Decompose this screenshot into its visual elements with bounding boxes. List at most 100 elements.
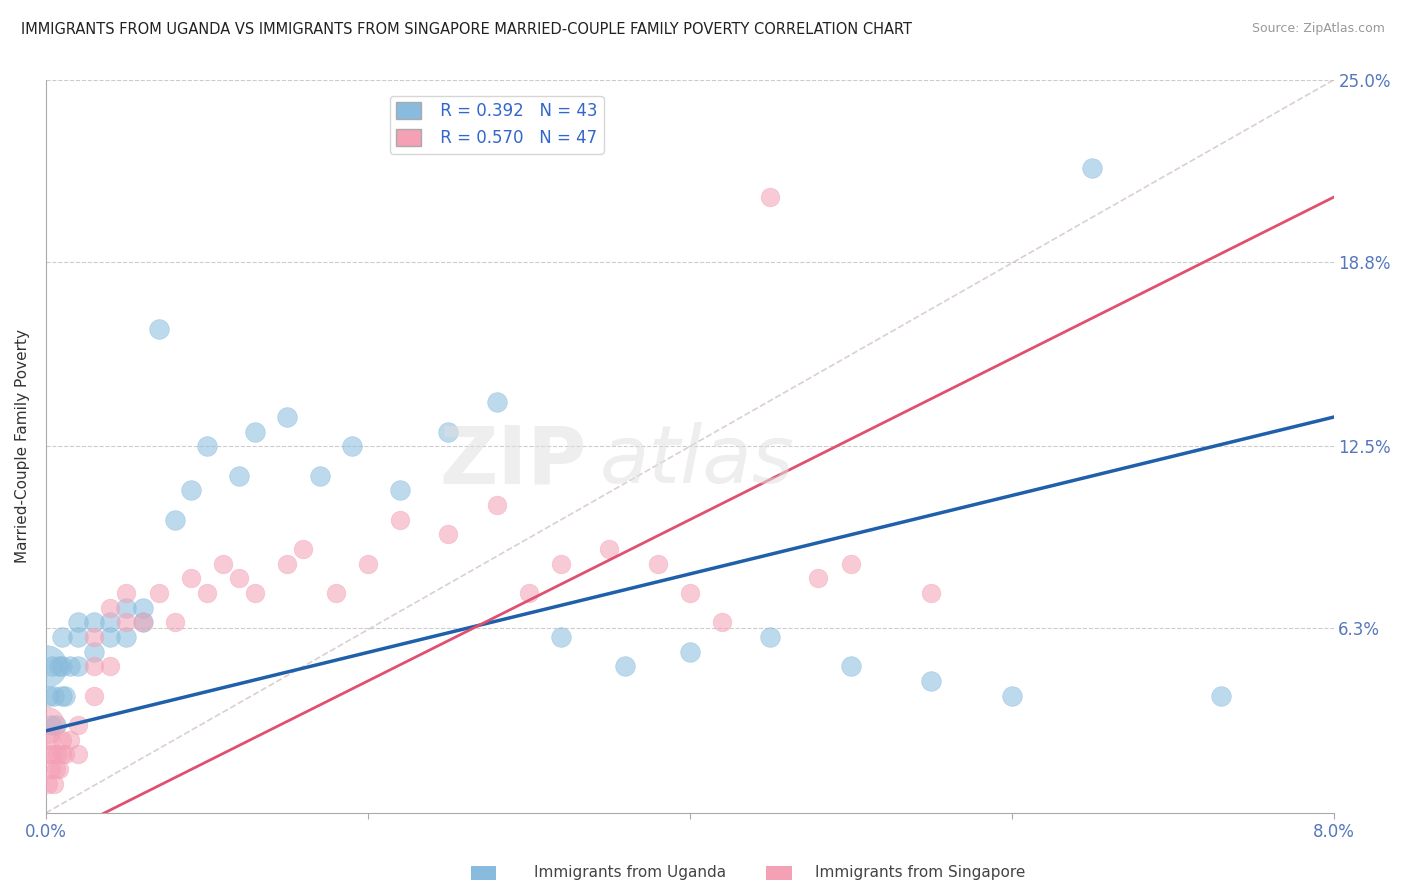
- Point: [41, 659, 63, 673]
- Point: [38, 689, 60, 703]
- Point: [42, 776, 65, 790]
- Point: [115, 600, 138, 615]
- Point: [1001, 689, 1024, 703]
- Point: [38, 747, 60, 762]
- Point: [308, 468, 330, 483]
- Point: [83, 615, 105, 630]
- Text: atlas: atlas: [599, 422, 794, 500]
- Point: [67, 615, 90, 630]
- Point: [839, 557, 862, 571]
- Point: [340, 439, 363, 453]
- Point: [45, 762, 67, 776]
- Point: [148, 322, 170, 336]
- Point: [437, 425, 460, 439]
- Y-axis label: Married-Couple Family Poverty: Married-Couple Family Poverty: [15, 329, 30, 564]
- Point: [59, 659, 82, 673]
- Text: IMMIGRANTS FROM UGANDA VS IMMIGRANTS FROM SINGAPORE MARRIED-COUPLE FAMILY POVERT: IMMIGRANTS FROM UGANDA VS IMMIGRANTS FRO…: [21, 22, 912, 37]
- Point: [485, 395, 508, 409]
- Point: [276, 557, 298, 571]
- Point: [180, 483, 202, 498]
- Point: [550, 557, 572, 571]
- Point: [212, 557, 235, 571]
- Point: [710, 615, 733, 630]
- Point: [148, 586, 170, 600]
- Point: [807, 571, 830, 585]
- Point: [180, 571, 202, 585]
- Legend:  R = 0.392   N = 43,  R = 0.570   N = 47: R = 0.392 N = 43, R = 0.570 N = 47: [389, 95, 603, 153]
- Point: [598, 542, 620, 557]
- Point: [759, 630, 782, 644]
- Point: [48, 762, 70, 776]
- Point: [679, 645, 702, 659]
- Point: [163, 615, 186, 630]
- Point: [98, 659, 121, 673]
- Point: [115, 630, 138, 644]
- Point: [42, 689, 65, 703]
- Point: [389, 483, 412, 498]
- Point: [131, 615, 153, 630]
- Point: [51, 630, 73, 644]
- Point: [325, 586, 347, 600]
- Point: [647, 557, 669, 571]
- Point: [245, 425, 267, 439]
- Point: [195, 586, 218, 600]
- Point: [357, 557, 380, 571]
- Point: [83, 630, 105, 644]
- Point: [53, 689, 76, 703]
- Text: Immigrants from Singapore: Immigrants from Singapore: [815, 865, 1026, 880]
- Point: [51, 747, 73, 762]
- Point: [67, 718, 90, 732]
- Point: [517, 586, 540, 600]
- Point: [98, 615, 121, 630]
- Text: Immigrants from Uganda: Immigrants from Uganda: [534, 865, 727, 880]
- Point: [59, 732, 82, 747]
- Point: [131, 615, 153, 630]
- Point: [131, 600, 153, 615]
- Point: [759, 190, 782, 204]
- Point: [550, 630, 572, 644]
- Point: [98, 630, 121, 644]
- Point: [83, 659, 105, 673]
- Point: [614, 659, 637, 673]
- Point: [1209, 689, 1232, 703]
- Point: [163, 513, 186, 527]
- Point: [115, 586, 138, 600]
- Point: [228, 571, 250, 585]
- Point: [839, 659, 862, 673]
- Point: [115, 615, 138, 630]
- Point: [67, 659, 90, 673]
- Point: [98, 600, 121, 615]
- Point: [1081, 161, 1104, 175]
- Point: [485, 498, 508, 512]
- Point: [920, 586, 942, 600]
- Point: [53, 747, 76, 762]
- Point: [276, 410, 298, 425]
- Point: [46, 747, 69, 762]
- Point: [51, 732, 73, 747]
- Point: [37, 776, 59, 790]
- Point: [51, 659, 73, 673]
- Point: [48, 659, 70, 673]
- Point: [51, 689, 73, 703]
- Point: [41, 747, 63, 762]
- Point: [67, 630, 90, 644]
- Point: [389, 513, 412, 527]
- Text: Source: ZipAtlas.com: Source: ZipAtlas.com: [1251, 22, 1385, 36]
- Point: [83, 645, 105, 659]
- Point: [67, 747, 90, 762]
- Point: [35, 659, 58, 673]
- Text: ZIP: ZIP: [440, 422, 586, 500]
- Point: [679, 586, 702, 600]
- Point: [35, 718, 58, 732]
- Point: [45, 718, 67, 732]
- Point: [228, 468, 250, 483]
- Point: [39, 718, 62, 732]
- Point: [39, 762, 62, 776]
- Point: [39, 732, 62, 747]
- Point: [245, 586, 267, 600]
- Point: [437, 527, 460, 541]
- Point: [292, 542, 315, 557]
- Point: [920, 673, 942, 688]
- Point: [195, 439, 218, 453]
- Point: [83, 689, 105, 703]
